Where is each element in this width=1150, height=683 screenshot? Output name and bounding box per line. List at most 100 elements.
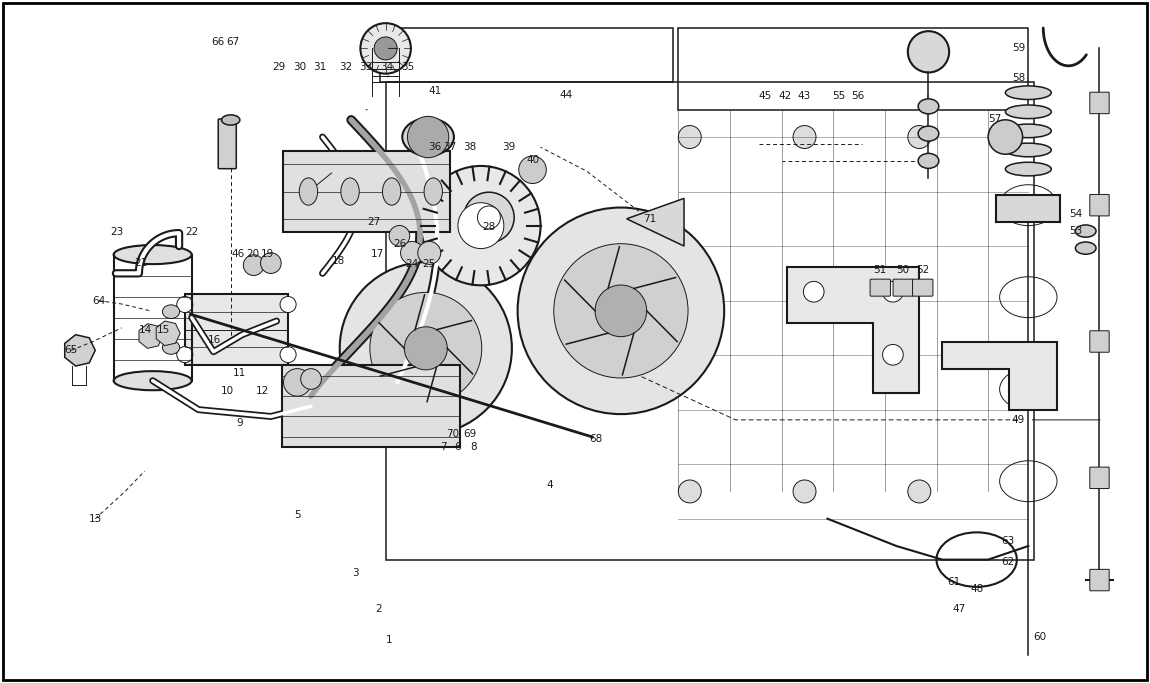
FancyBboxPatch shape [283, 365, 460, 447]
Ellipse shape [424, 178, 443, 205]
Text: 37: 37 [443, 142, 457, 152]
Text: 7: 7 [439, 442, 446, 452]
Polygon shape [788, 266, 919, 393]
Text: 28: 28 [482, 222, 496, 232]
Circle shape [405, 326, 447, 370]
Text: 62: 62 [1000, 557, 1014, 567]
Text: 34: 34 [381, 62, 393, 72]
Circle shape [804, 281, 825, 302]
Text: 29: 29 [273, 62, 285, 72]
Polygon shape [139, 324, 163, 348]
FancyBboxPatch shape [1090, 92, 1109, 113]
Text: 31: 31 [314, 62, 327, 72]
Ellipse shape [1005, 163, 1051, 176]
Circle shape [554, 244, 688, 378]
Text: 23: 23 [110, 227, 124, 238]
Text: 45: 45 [759, 91, 772, 101]
Ellipse shape [1075, 225, 1096, 237]
Text: 42: 42 [779, 91, 791, 101]
Text: 60: 60 [1033, 632, 1046, 642]
Text: 26: 26 [393, 239, 406, 249]
Text: 16: 16 [208, 335, 221, 345]
Text: 18: 18 [332, 256, 345, 266]
Text: 68: 68 [589, 434, 603, 444]
Text: 53: 53 [1068, 226, 1082, 236]
Ellipse shape [222, 115, 240, 125]
Ellipse shape [1005, 105, 1051, 119]
Circle shape [177, 296, 193, 313]
Text: 2: 2 [375, 604, 382, 615]
Circle shape [417, 241, 440, 264]
Circle shape [907, 31, 949, 72]
Circle shape [595, 285, 646, 337]
Circle shape [793, 126, 816, 148]
Text: 56: 56 [851, 91, 864, 101]
Text: 58: 58 [1012, 72, 1026, 83]
Text: 67: 67 [227, 38, 239, 47]
Text: 1: 1 [385, 635, 392, 645]
FancyBboxPatch shape [913, 279, 933, 296]
Polygon shape [627, 198, 684, 246]
Circle shape [463, 192, 514, 242]
FancyBboxPatch shape [185, 294, 289, 365]
Ellipse shape [1005, 86, 1051, 100]
Text: 44: 44 [559, 89, 573, 100]
Circle shape [360, 23, 411, 74]
Text: 11: 11 [233, 368, 246, 378]
Text: 61: 61 [948, 577, 960, 587]
Text: 17: 17 [371, 249, 384, 260]
Ellipse shape [918, 126, 938, 141]
Text: 33: 33 [360, 62, 373, 72]
Text: 12: 12 [256, 387, 269, 396]
Text: 57: 57 [988, 113, 1002, 124]
Text: 49: 49 [1011, 415, 1025, 425]
Polygon shape [156, 321, 181, 346]
Circle shape [281, 296, 296, 313]
Polygon shape [942, 342, 1057, 410]
Ellipse shape [114, 245, 192, 264]
Circle shape [284, 369, 311, 396]
Circle shape [793, 480, 816, 503]
Text: 27: 27 [368, 217, 381, 227]
Ellipse shape [114, 371, 192, 390]
FancyBboxPatch shape [871, 279, 890, 296]
Circle shape [389, 225, 409, 246]
Text: 24: 24 [406, 259, 419, 269]
Circle shape [370, 292, 482, 404]
Text: 40: 40 [526, 154, 539, 165]
Text: 10: 10 [221, 387, 233, 396]
Circle shape [458, 203, 504, 249]
Text: 66: 66 [212, 38, 224, 47]
Circle shape [421, 166, 540, 285]
Text: 13: 13 [89, 514, 102, 524]
FancyBboxPatch shape [996, 195, 1060, 222]
Text: 22: 22 [185, 227, 198, 238]
Circle shape [400, 241, 423, 264]
Ellipse shape [340, 178, 359, 205]
Circle shape [374, 37, 397, 60]
Text: 36: 36 [428, 142, 442, 152]
Circle shape [177, 346, 193, 363]
Text: 71: 71 [643, 214, 657, 225]
Text: 8: 8 [470, 442, 477, 452]
Text: 21: 21 [135, 258, 148, 268]
Text: 25: 25 [422, 259, 436, 269]
Text: 4: 4 [546, 479, 553, 490]
Text: 32: 32 [339, 62, 352, 72]
Text: 38: 38 [462, 142, 476, 152]
Text: 59: 59 [1012, 43, 1026, 53]
Circle shape [907, 126, 930, 148]
Ellipse shape [162, 305, 179, 318]
Text: 55: 55 [833, 91, 845, 101]
Circle shape [678, 126, 702, 148]
Text: 6: 6 [454, 442, 461, 452]
Text: 50: 50 [897, 265, 910, 275]
Text: 51: 51 [874, 265, 887, 275]
Circle shape [281, 346, 296, 363]
Circle shape [678, 480, 702, 503]
Text: 39: 39 [501, 142, 515, 152]
FancyBboxPatch shape [1090, 331, 1109, 352]
Text: 3: 3 [353, 568, 359, 579]
Ellipse shape [402, 118, 454, 156]
Ellipse shape [299, 178, 317, 205]
